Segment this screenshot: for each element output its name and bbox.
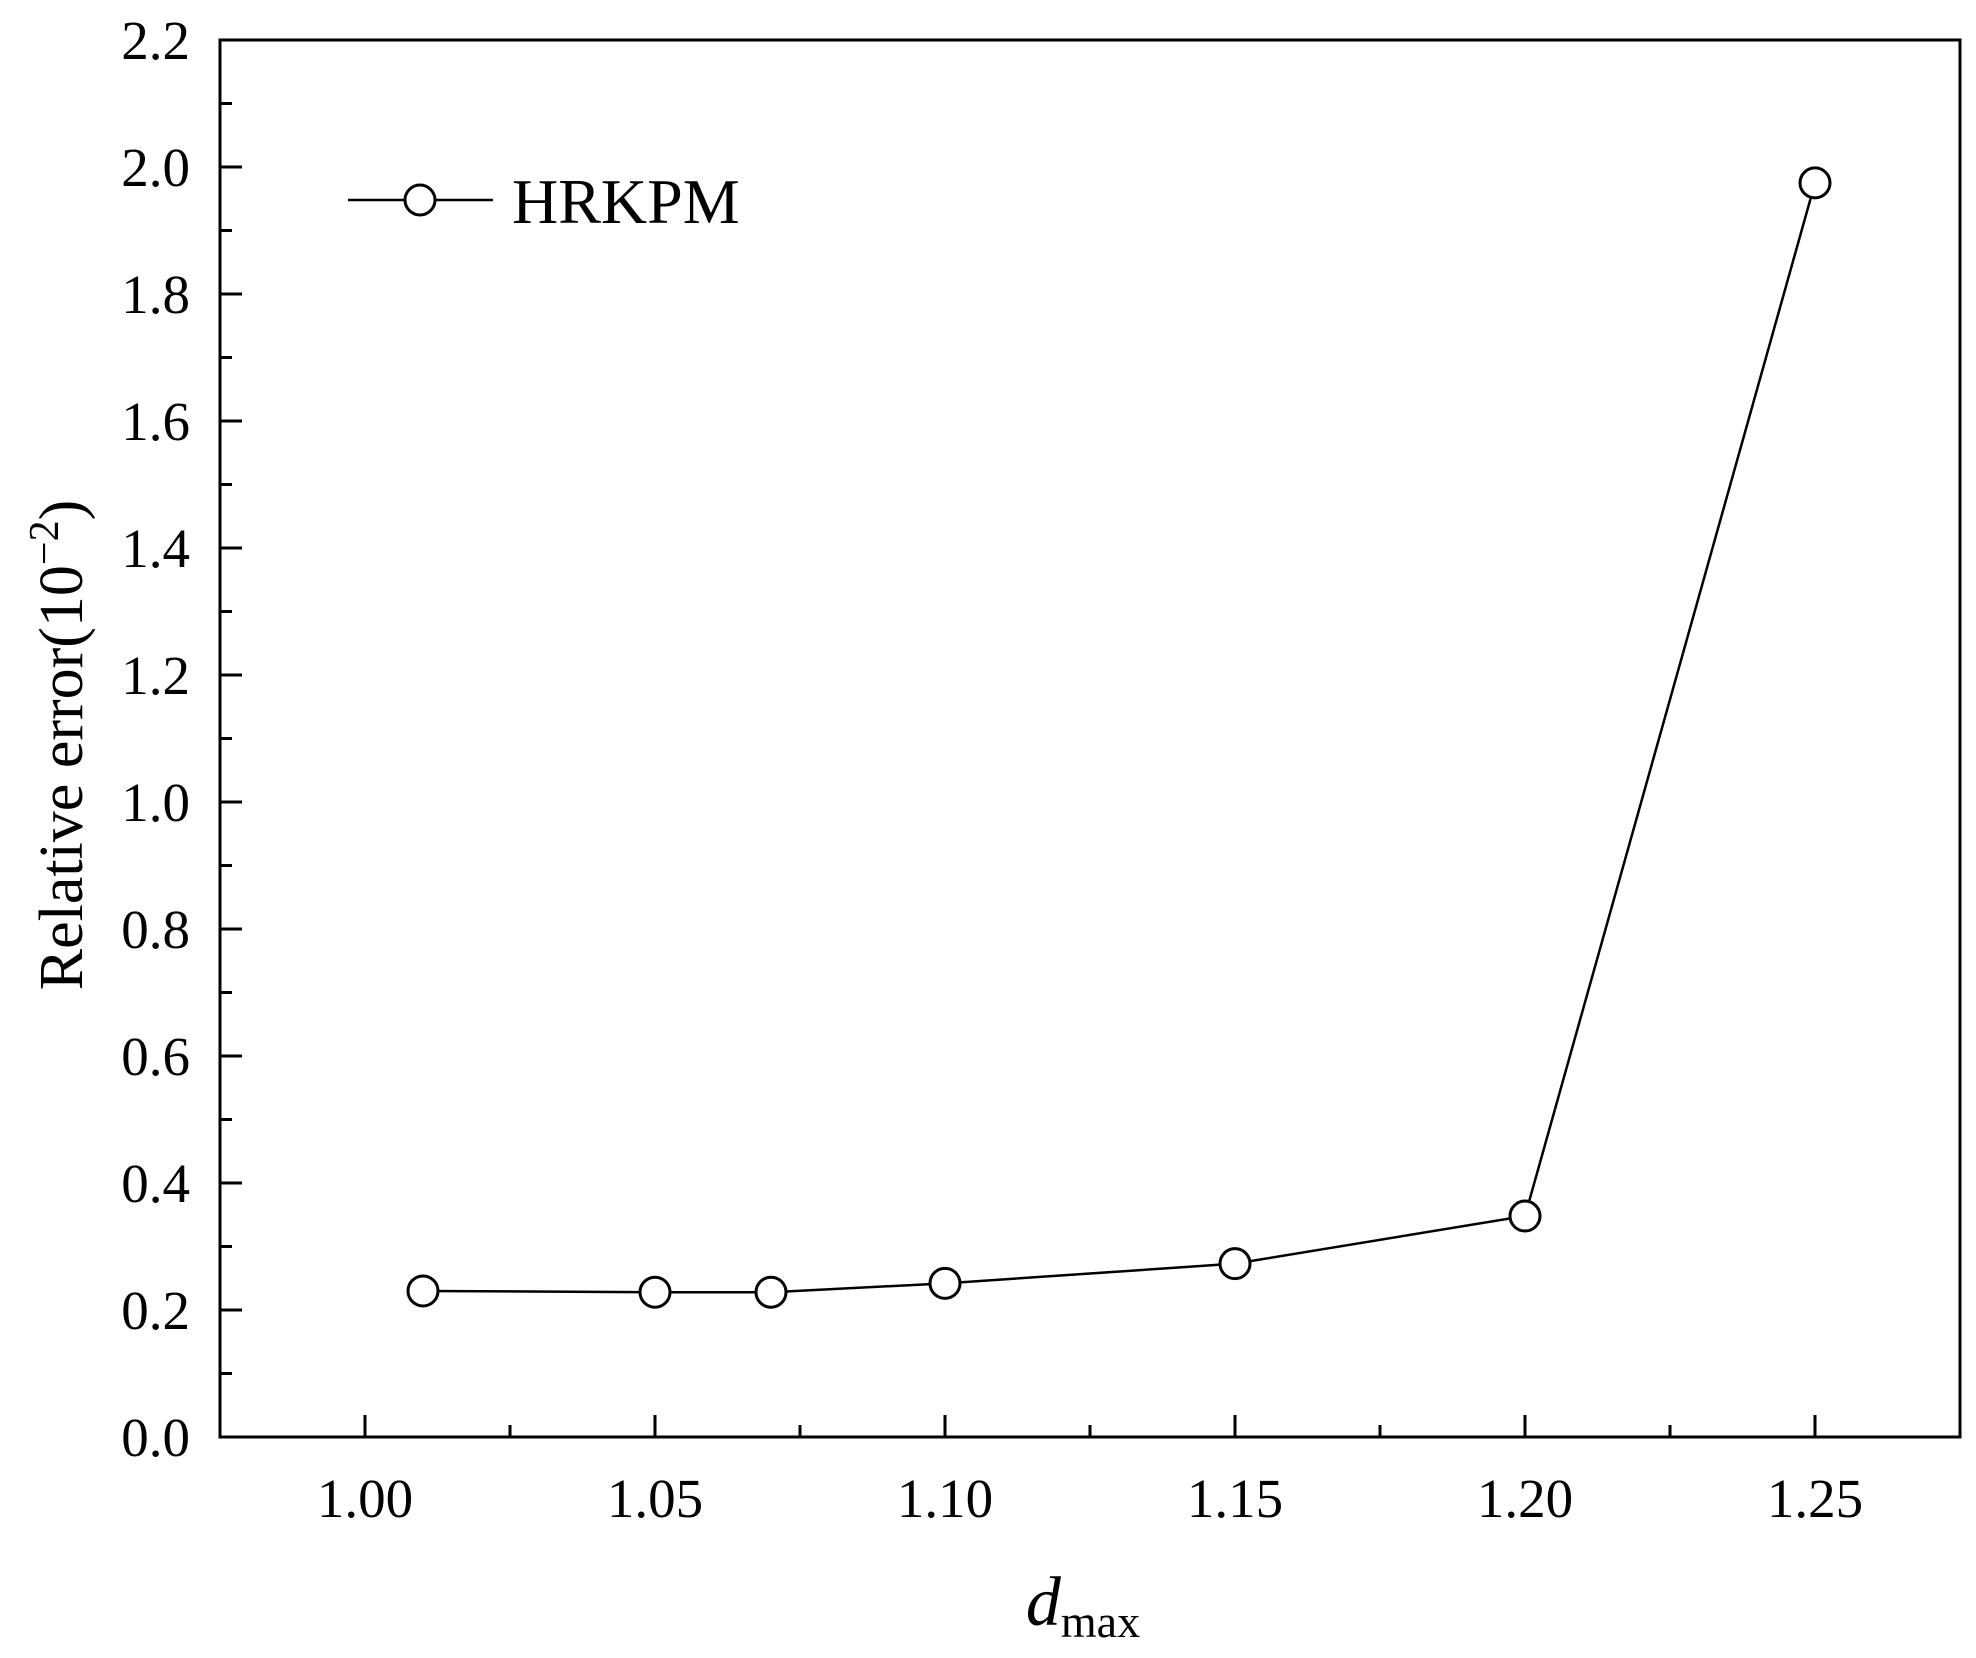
y-tick-label: 1.0 [121, 772, 190, 833]
y-tick-label: 0.4 [121, 1153, 190, 1214]
y-tick-label: 2.2 [121, 10, 190, 71]
x-tick-label: 1.10 [897, 1468, 993, 1529]
x-tick-label: 1.20 [1477, 1468, 1573, 1529]
y-axis-title-main: Relative error(10 [28, 565, 96, 990]
y-tick-label: 0.8 [121, 899, 190, 960]
y-tick-label: 0.6 [121, 1026, 190, 1087]
y-tick-label: 1.6 [121, 391, 190, 452]
x-tick-label: 1.00 [317, 1468, 413, 1529]
data-point [928, 1266, 962, 1300]
tick-labels: 1.00 1.05 1.10 1.15 1.20 1.25 0.0 0.2 0.4 0.6 0.8 1… [121, 10, 1863, 1529]
y-axis-title-superscript: −2 [22, 520, 68, 565]
x-axis-title-subscript: max [1061, 1596, 1140, 1647]
y-tick-label: 1.4 [121, 518, 190, 579]
legend-marker-sample [403, 183, 437, 217]
y-tick-label: 2.0 [121, 137, 190, 198]
data-point [406, 1274, 440, 1308]
y-axis-title: Relative error(10−2) [22, 500, 96, 991]
data-point [1508, 1199, 1542, 1233]
plot-frame [218, 38, 1962, 1439]
series-line-hrkpm [422, 182, 1817, 1294]
series-layer [406, 166, 1832, 1309]
data-point [638, 1275, 672, 1309]
y-tick-label: 1.8 [121, 264, 190, 325]
data-point [1798, 166, 1832, 200]
x-tick-label: 1.25 [1767, 1468, 1863, 1529]
y-tick-label: 0.2 [121, 1280, 190, 1341]
data-point [1218, 1247, 1252, 1281]
x-tick-label: 1.15 [1187, 1468, 1283, 1529]
legend: HRKPM [348, 166, 740, 237]
legend-label: HRKPM [512, 166, 740, 237]
x-tick-label: 1.05 [607, 1468, 703, 1529]
x-axis-title-main: d [1026, 1564, 1062, 1641]
x-axis-title: dmax [1026, 1564, 1140, 1647]
y-tick-label: 0.0 [121, 1407, 190, 1468]
data-point [754, 1275, 788, 1309]
y-tick-label: 1.2 [121, 645, 190, 706]
y-axis-title-close: ) [28, 500, 96, 521]
axis-ticks [220, 38, 1817, 1439]
